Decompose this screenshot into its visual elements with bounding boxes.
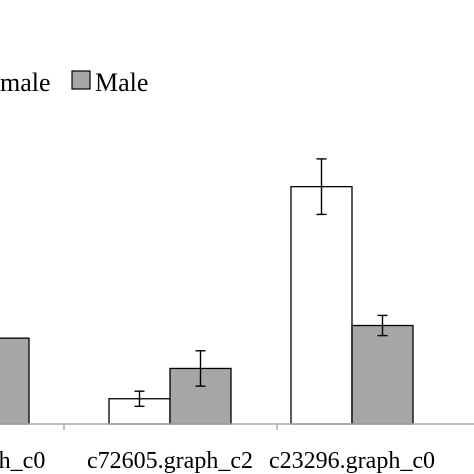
bar-female-2	[290, 185, 353, 425]
bar-male-2	[351, 324, 414, 425]
x-tick-label-1: c72605.graph_c2	[87, 448, 253, 474]
x-tick-label-0: h_c0	[0, 448, 45, 474]
legend-swatch-male	[71, 70, 91, 90]
x-tick-label-2: c23296.graph_c0	[269, 448, 435, 474]
x-axis-tick-labels: h_c0 c72605.graph_c2 c23296.graph_c0	[0, 448, 435, 474]
x-axis-ticks	[63, 424, 278, 430]
legend-label-male: Male	[95, 68, 148, 97]
legend: male Male	[0, 68, 148, 97]
bar-male-0	[0, 337, 30, 425]
bars-layer	[0, 185, 414, 425]
legend-label-female: male	[0, 68, 51, 97]
error-bars-layer	[134, 158, 388, 408]
